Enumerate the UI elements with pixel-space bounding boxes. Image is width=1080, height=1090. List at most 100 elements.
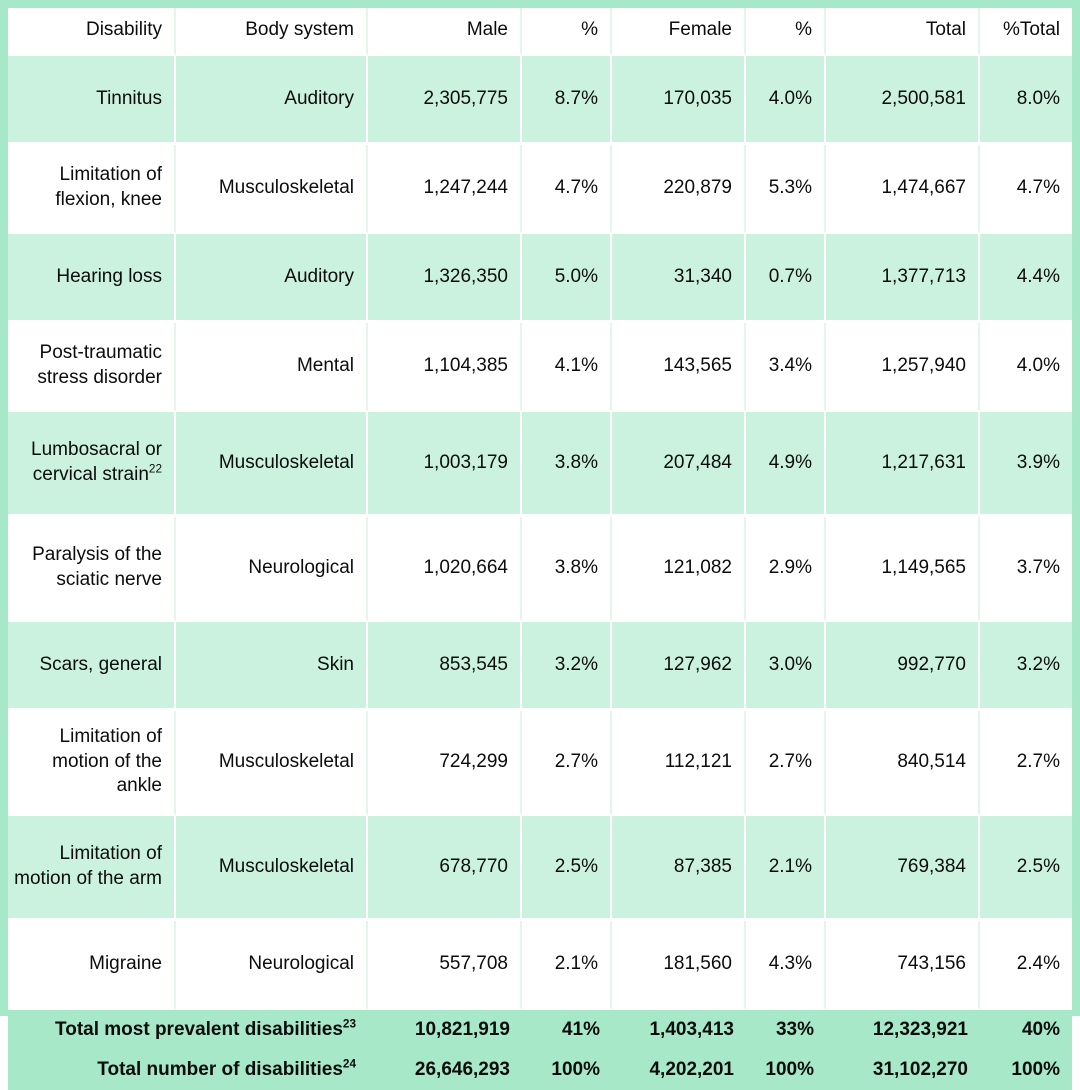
cell-female-pct: 2.7% [746,711,826,816]
cell-female-pct: 4.9% [746,412,826,517]
footer-total-pct: 100% [980,1050,1072,1090]
cell-body-system: Skin [176,622,368,711]
table-row: Lumbosacral or cervical strain22 Musculo… [8,412,1072,517]
footer-total-pct: 40% [980,1010,1072,1050]
cell-female: 87,385 [612,816,746,921]
table-row: Hearing loss Auditory 1,326,350 5.0% 31,… [8,234,1072,323]
footer-male-pct: 41% [522,1010,612,1050]
footer-male-pct: 100% [522,1050,612,1090]
cell-female: 143,565 [612,323,746,412]
cell-body-system: Musculoskeletal [176,145,368,234]
cell-total: 2,500,581 [826,56,980,145]
cell-disability: Tinnitus [8,56,176,145]
cell-total: 1,217,631 [826,412,980,517]
cell-male-pct: 2.5% [522,816,612,921]
footer-female: 4,202,201 [612,1050,746,1090]
cell-disability: Paralysis of the sciatic nerve [8,517,176,622]
cell-body-system: Auditory [176,56,368,145]
cell-total-pct: 3.2% [980,622,1072,711]
cell-female-pct: 3.4% [746,323,826,412]
cell-male: 1,326,350 [368,234,522,323]
cell-body-system: Auditory [176,234,368,323]
cell-total: 1,149,565 [826,517,980,622]
cell-total: 1,377,713 [826,234,980,323]
cell-total-pct: 4.4% [980,234,1072,323]
cell-disability: Scars, general [8,622,176,711]
footer-total: 12,323,921 [826,1010,980,1050]
cell-female: 220,879 [612,145,746,234]
footer-male: 10,821,919 [368,1010,522,1050]
cell-female-pct: 5.3% [746,145,826,234]
cell-body-system: Musculoskeletal [176,711,368,816]
cell-body-system: Musculoskeletal [176,412,368,517]
header-body-system: Body system [176,8,368,56]
cell-male: 2,305,775 [368,56,522,145]
cell-male-pct: 3.8% [522,412,612,517]
footnote-ref: 22 [148,462,162,476]
cell-disability: Limitation of motion of the arm [8,816,176,921]
cell-total-pct: 2.5% [980,816,1072,921]
table-header: Disability Body system Male % Female % T… [8,8,1072,56]
cell-female: 181,560 [612,921,746,1010]
footnote-ref: 24 [342,1057,356,1071]
cell-female: 121,082 [612,517,746,622]
table-body: Tinnitus Auditory 2,305,775 8.7% 170,035… [8,56,1072,1010]
cell-disability: Post-traumatic stress disorder [8,323,176,412]
table-footer: Total most prevalent disabilities23 10,8… [8,1010,1072,1090]
cell-total: 1,257,940 [826,323,980,412]
cell-male: 1,247,244 [368,145,522,234]
cell-total-pct: 3.9% [980,412,1072,517]
cell-female-pct: 2.1% [746,816,826,921]
footer-label: Total most prevalent disabilities23 [8,1010,368,1050]
footer-female-pct: 100% [746,1050,826,1090]
header-total-pct: %Total [980,8,1072,56]
cell-disability: Lumbosacral or cervical strain22 [8,412,176,517]
cell-male: 1,104,385 [368,323,522,412]
footer-female: 1,403,413 [612,1010,746,1050]
cell-body-system: Neurological [176,921,368,1010]
header-disability: Disability [8,8,176,56]
cell-male-pct: 2.7% [522,711,612,816]
cell-male: 724,299 [368,711,522,816]
table-row: Limitation of motion of the ankle Muscul… [8,711,1072,816]
cell-disability: Limitation of flexion, knee [8,145,176,234]
cell-female: 207,484 [612,412,746,517]
cell-total: 840,514 [826,711,980,816]
footer-label: Total number of disabilities24 [8,1050,368,1090]
footer-male: 26,646,293 [368,1050,522,1090]
cell-female-pct: 3.0% [746,622,826,711]
table-row: Post-traumatic stress disorder Mental 1,… [8,323,1072,412]
cell-male: 557,708 [368,921,522,1010]
table-row: Scars, general Skin 853,545 3.2% 127,962… [8,622,1072,711]
table-row: Migraine Neurological 557,708 2.1% 181,5… [8,921,1072,1010]
cell-male: 853,545 [368,622,522,711]
cell-female: 31,340 [612,234,746,323]
header-total: Total [826,8,980,56]
cell-total-pct: 2.7% [980,711,1072,816]
cell-female-pct: 0.7% [746,234,826,323]
cell-total-pct: 4.7% [980,145,1072,234]
footer-row: Total number of disabilities24 26,646,29… [8,1050,1072,1090]
footer-female-pct: 33% [746,1010,826,1050]
cell-total-pct: 2.4% [980,921,1072,1010]
cell-disability: Hearing loss [8,234,176,323]
cell-male-pct: 3.8% [522,517,612,622]
cell-female: 112,121 [612,711,746,816]
cell-male-pct: 5.0% [522,234,612,323]
table-row: Limitation of flexion, knee Musculoskele… [8,145,1072,234]
cell-body-system: Musculoskeletal [176,816,368,921]
cell-male: 678,770 [368,816,522,921]
cell-female: 127,962 [612,622,746,711]
header-female: Female [612,8,746,56]
cell-male-pct: 4.1% [522,323,612,412]
header-male: Male [368,8,522,56]
cell-total-pct: 4.0% [980,323,1072,412]
cell-female-pct: 2.9% [746,517,826,622]
cell-disability: Limitation of motion of the ankle [8,711,176,816]
header-row: Disability Body system Male % Female % T… [8,8,1072,56]
header-female-pct: % [746,8,826,56]
cell-total: 992,770 [826,622,980,711]
cell-female-pct: 4.0% [746,56,826,145]
table-row: Paralysis of the sciatic nerve Neurologi… [8,517,1072,622]
